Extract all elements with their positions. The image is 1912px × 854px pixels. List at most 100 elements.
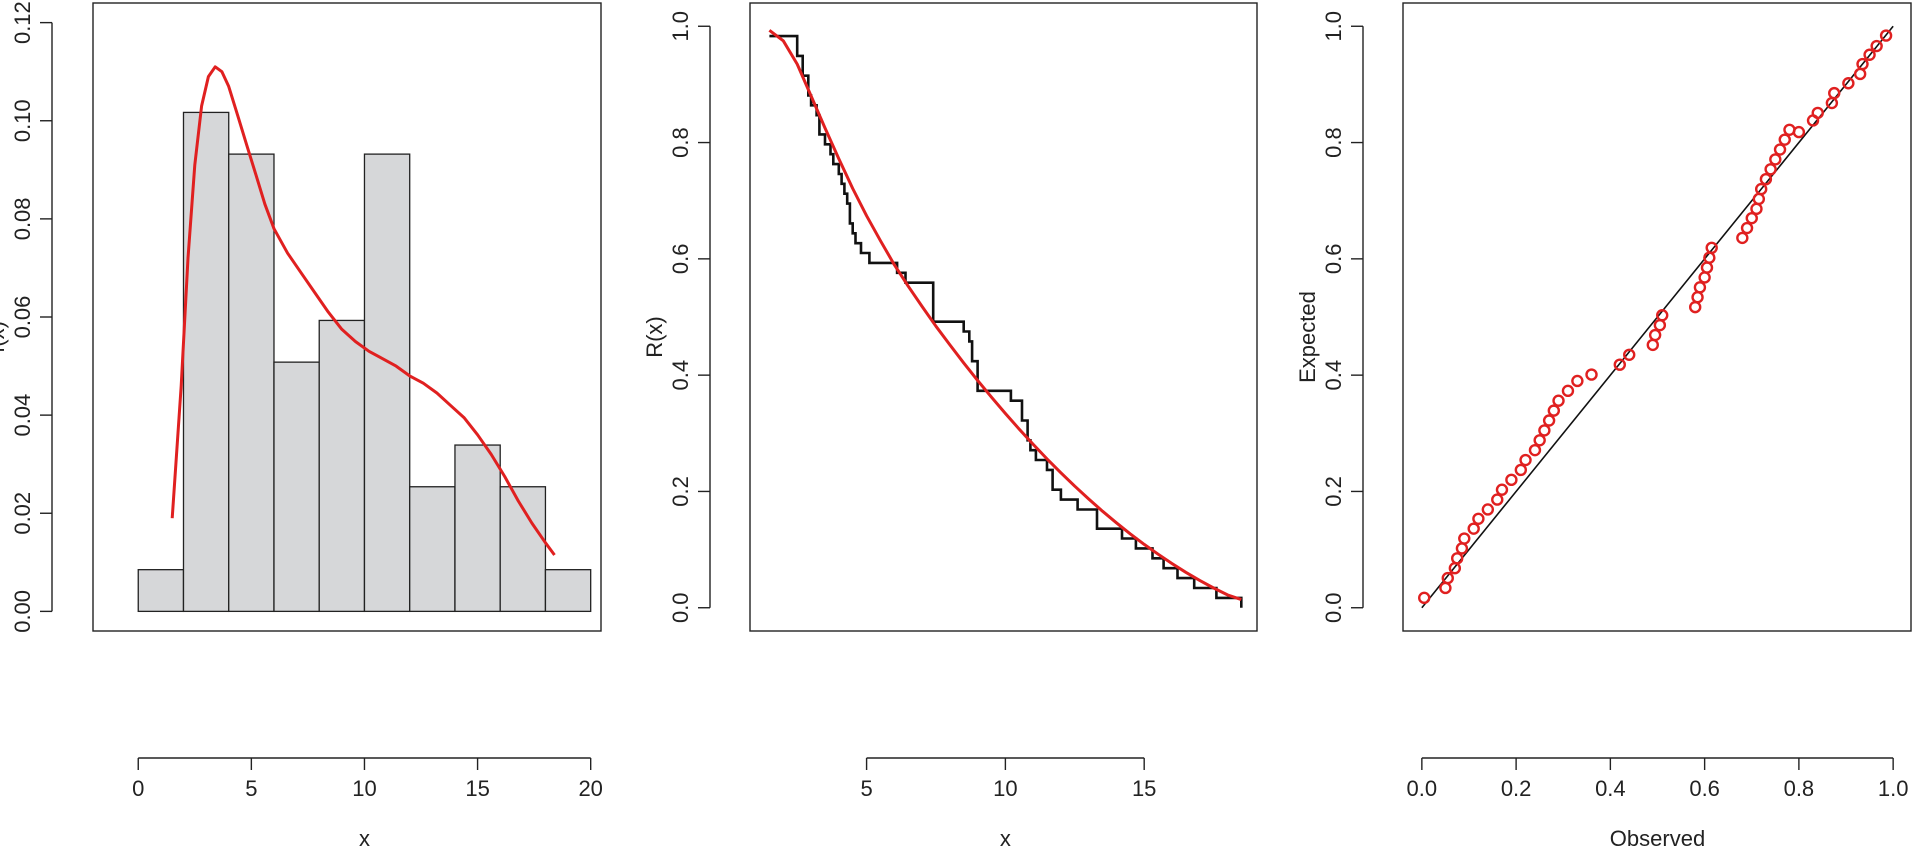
pp-point bbox=[1856, 57, 1869, 71]
pp-point bbox=[1740, 221, 1754, 235]
x-tick-label: 15 bbox=[465, 776, 489, 801]
y-tick-label: 0.6 bbox=[1321, 244, 1346, 275]
x-tick-label: 15 bbox=[1132, 776, 1156, 801]
pp-point bbox=[1519, 453, 1532, 467]
pp-point bbox=[1450, 552, 1464, 565]
y-tick-label: 0.12 bbox=[10, 1, 35, 44]
histogram-bar bbox=[137, 569, 185, 613]
reliability-panel: 5 10 15 0.0 0.2 0.4 0.6 0.8 1.0 x R(x) bbox=[642, 2, 1258, 851]
x-axis-title: x bbox=[359, 826, 370, 851]
y-tick-label: 1.0 bbox=[668, 11, 693, 42]
pp-point bbox=[1698, 271, 1711, 284]
histogram-bar bbox=[182, 111, 230, 613]
histogram-panel: 0 5 10 15 20 0.00 0.02 0.04 0.06 0.08 0.10 0.12 x f(x… bbox=[0, 1, 603, 851]
pp-point bbox=[1648, 328, 1662, 342]
pp-point bbox=[1693, 281, 1707, 294]
x-tick-label: 0 bbox=[132, 776, 144, 801]
y-axis-title: f(x) bbox=[0, 321, 9, 353]
pp-point bbox=[1538, 424, 1551, 437]
pp-point bbox=[1439, 581, 1452, 595]
x-tick-label: 0.8 bbox=[1784, 776, 1815, 801]
x-tick-label: 10 bbox=[993, 776, 1017, 801]
pp-point bbox=[1441, 571, 1454, 585]
x-axis-title: x bbox=[1000, 826, 1011, 851]
histogram-bar bbox=[273, 361, 320, 613]
histogram-bar bbox=[228, 153, 275, 613]
pp-point bbox=[1750, 202, 1763, 216]
y-axis-title: Expected bbox=[1295, 291, 1320, 383]
x-tick-label: 5 bbox=[245, 776, 257, 801]
histogram-bar bbox=[454, 444, 501, 613]
plot-frame bbox=[92, 2, 602, 632]
plot-frame bbox=[1402, 2, 1912, 632]
pp-point bbox=[1418, 591, 1431, 605]
pp-point bbox=[1736, 231, 1749, 245]
pp-point bbox=[1769, 153, 1782, 166]
pp-point bbox=[1764, 163, 1777, 176]
pp-point bbox=[1700, 261, 1714, 274]
pp-point bbox=[1623, 348, 1636, 361]
pp-point bbox=[1778, 133, 1791, 146]
y-tick-label: 0.8 bbox=[1321, 127, 1346, 158]
y-tick-label: 0.10 bbox=[10, 99, 35, 142]
fitted-reliability-line bbox=[768, 29, 1242, 602]
y-axis-title: R(x) bbox=[642, 316, 667, 358]
pp-point bbox=[1759, 172, 1773, 186]
pp-point bbox=[1870, 39, 1883, 53]
histogram-bar bbox=[499, 486, 547, 613]
pp-point bbox=[1561, 384, 1575, 398]
pp-point bbox=[1585, 368, 1598, 381]
pp-point bbox=[1689, 300, 1702, 314]
x-tick-label: 0.4 bbox=[1595, 776, 1626, 801]
pp-point bbox=[1458, 532, 1471, 545]
histogram-bar bbox=[544, 569, 592, 613]
pp-point bbox=[1853, 67, 1867, 81]
plot-frame bbox=[749, 2, 1258, 632]
y-tick-label: 0.4 bbox=[1321, 360, 1346, 391]
y-tick-label: 0.2 bbox=[668, 476, 693, 507]
y-tick-label: 0.0 bbox=[1321, 592, 1346, 623]
y-tick-label: 0.08 bbox=[10, 197, 35, 240]
histogram-bar bbox=[409, 486, 456, 613]
pp-point bbox=[1552, 394, 1565, 407]
pp-point bbox=[1828, 86, 1841, 100]
pp-point bbox=[1773, 143, 1787, 156]
y-tick-label: 0.2 bbox=[1321, 476, 1346, 507]
pp-point bbox=[1505, 473, 1518, 487]
x-axis-title: Observed bbox=[1610, 826, 1705, 851]
pp-point bbox=[1842, 77, 1855, 90]
x-tick-label: 0.6 bbox=[1689, 776, 1720, 801]
y-tick-label: 0.6 bbox=[668, 244, 693, 275]
pp-point bbox=[1863, 48, 1876, 61]
pp-point bbox=[1879, 29, 1893, 42]
pp-point bbox=[1467, 522, 1480, 535]
y-tick-label: 0.06 bbox=[10, 296, 35, 339]
x-tick-label: 1.0 bbox=[1878, 776, 1909, 801]
histogram-bar bbox=[363, 153, 411, 613]
pp-point bbox=[1571, 374, 1584, 388]
pp-point bbox=[1528, 443, 1542, 457]
fitted-density-line bbox=[170, 65, 556, 556]
y-tick-label: 0.4 bbox=[668, 360, 693, 391]
x-tick-label: 0.2 bbox=[1501, 776, 1532, 801]
pp-point bbox=[1495, 483, 1509, 496]
pp-point bbox=[1472, 512, 1485, 525]
pp-point bbox=[1705, 241, 1718, 255]
pp-point bbox=[1745, 211, 1758, 225]
y-tick-label: 0.0 bbox=[668, 592, 693, 623]
pp-point bbox=[1653, 318, 1667, 332]
pp-point bbox=[1514, 463, 1528, 477]
pp-point bbox=[1691, 291, 1704, 304]
pp-point bbox=[1613, 358, 1626, 371]
y-tick-label: 0.8 bbox=[668, 127, 693, 158]
y-tick-label: 0.04 bbox=[10, 394, 35, 437]
pp-point bbox=[1752, 192, 1766, 206]
x-tick-label: 10 bbox=[352, 776, 376, 801]
pp-point bbox=[1547, 404, 1561, 417]
pp-point bbox=[1656, 309, 1669, 322]
x-tick-label: 20 bbox=[578, 776, 602, 801]
y-tick-label: 1.0 bbox=[1321, 11, 1346, 42]
empirical-step-line bbox=[769, 34, 1243, 608]
x-tick-label: 5 bbox=[860, 776, 872, 801]
